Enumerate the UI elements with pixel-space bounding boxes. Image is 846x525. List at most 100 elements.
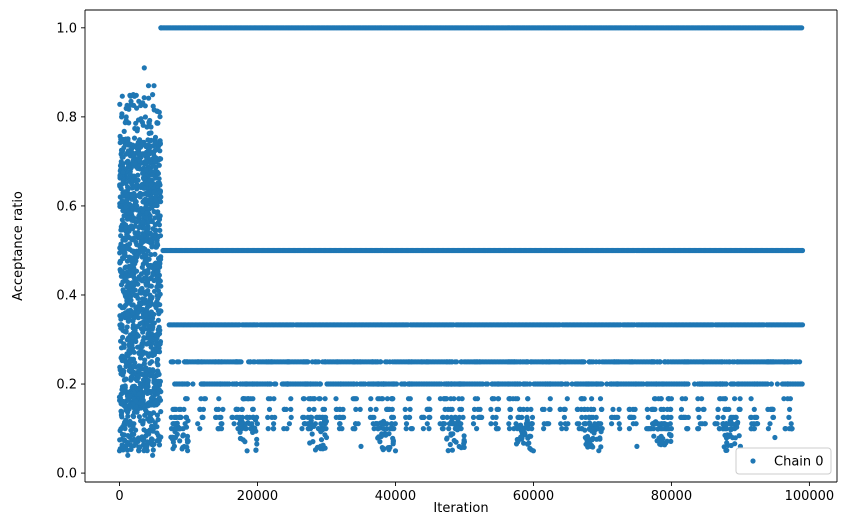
data-point <box>134 242 140 248</box>
data-point <box>139 139 145 146</box>
data-point <box>451 437 457 444</box>
data-point <box>151 352 157 358</box>
data-point <box>124 351 130 357</box>
data-point <box>390 359 396 365</box>
x-tick-label: 20000 <box>237 489 278 504</box>
data-point <box>529 414 536 420</box>
data-point <box>150 103 156 109</box>
data-point <box>377 439 383 445</box>
data-point <box>150 151 157 157</box>
data-point <box>702 421 708 427</box>
data-point <box>121 213 127 219</box>
data-point <box>185 438 191 444</box>
data-point <box>662 359 668 365</box>
data-point <box>136 444 142 450</box>
data-point <box>557 406 563 412</box>
data-point <box>616 421 622 427</box>
data-point <box>528 406 534 412</box>
data-point <box>117 303 123 309</box>
data-point <box>122 403 129 409</box>
data-point <box>380 381 386 387</box>
data-point <box>682 381 688 387</box>
data-point <box>385 445 391 451</box>
data-point <box>307 396 314 402</box>
data-point <box>528 433 534 439</box>
data-point <box>799 381 805 387</box>
data-point <box>154 412 160 418</box>
data-point <box>748 426 754 432</box>
data-point <box>598 381 604 387</box>
data-point <box>138 234 144 240</box>
data-point <box>123 204 129 210</box>
data-point <box>299 426 305 432</box>
data-point <box>202 396 208 402</box>
data-point <box>122 275 128 281</box>
data-point <box>126 106 132 112</box>
data-point <box>286 359 292 365</box>
data-point <box>731 414 737 420</box>
data-point <box>136 385 142 391</box>
data-point <box>125 192 131 198</box>
data-point <box>726 433 732 440</box>
data-point <box>145 83 152 89</box>
data-point <box>748 414 754 420</box>
plot-background <box>85 10 837 482</box>
data-point <box>312 447 319 453</box>
data-point <box>153 140 159 146</box>
data-point <box>184 381 191 387</box>
data-point <box>658 396 664 402</box>
data-point <box>217 381 224 387</box>
data-point <box>148 124 154 130</box>
data-point <box>283 381 289 387</box>
data-point <box>633 381 639 387</box>
data-point <box>506 421 512 427</box>
data-point <box>590 444 596 450</box>
data-point <box>720 414 726 420</box>
data-point <box>317 381 323 387</box>
data-point <box>449 447 455 453</box>
data-point <box>119 198 125 204</box>
data-point <box>589 437 595 443</box>
data-point <box>131 135 138 141</box>
data-point <box>183 414 190 420</box>
data-point <box>237 435 243 442</box>
data-point <box>132 437 138 443</box>
data-point <box>732 426 738 432</box>
data-point <box>154 269 160 275</box>
data-point <box>149 417 155 423</box>
data-point <box>156 324 162 330</box>
data-point <box>182 359 188 365</box>
data-point <box>317 414 323 420</box>
data-point <box>145 268 151 275</box>
data-point <box>152 202 158 208</box>
data-point <box>668 406 674 412</box>
data-point <box>220 406 226 412</box>
data-point <box>124 311 130 317</box>
data-point <box>141 95 147 101</box>
data-point <box>148 411 154 417</box>
data-point <box>123 359 129 365</box>
data-point <box>136 414 142 420</box>
data-point <box>145 416 151 422</box>
data-point <box>143 312 149 318</box>
data-point <box>477 414 483 420</box>
data-point <box>157 114 163 120</box>
data-point <box>142 367 149 373</box>
data-point <box>151 311 157 317</box>
data-point <box>452 381 458 387</box>
data-point <box>339 426 345 432</box>
data-point <box>351 381 357 387</box>
data-point <box>737 396 743 402</box>
data-point <box>246 421 252 427</box>
data-point <box>155 280 161 286</box>
data-point <box>119 93 125 99</box>
data-point <box>122 291 128 297</box>
data-point <box>525 426 532 432</box>
data-point <box>154 424 160 430</box>
data-point <box>788 421 794 427</box>
data-point <box>124 439 131 445</box>
data-point <box>402 381 408 387</box>
data-point <box>216 414 222 420</box>
data-point <box>151 83 157 89</box>
data-point <box>586 359 592 365</box>
